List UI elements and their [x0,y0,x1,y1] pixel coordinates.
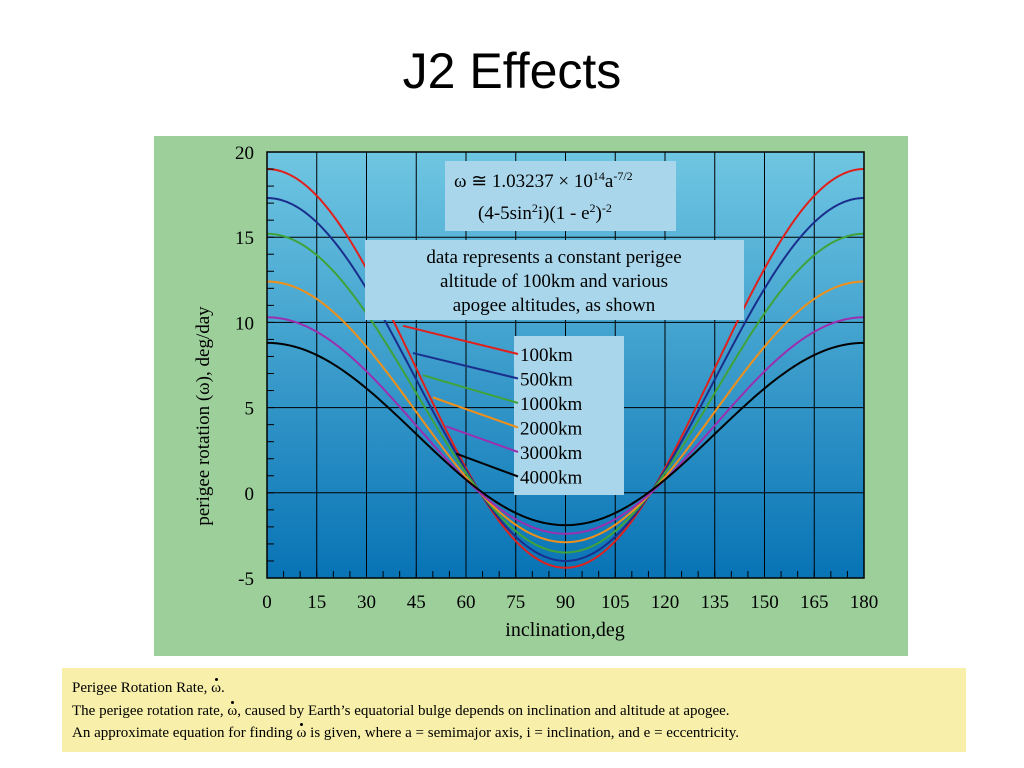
x-tick-label: 165 [800,592,829,613]
x-axis-label: inclination,deg [505,619,624,641]
y-tick-label: -5 [238,569,254,590]
legend-label-4000km: 4000km [520,468,583,489]
y-tick-label: 5 [245,399,255,420]
legend-leader-3000km [445,425,519,453]
caption-line-1: Perigee Rotation Rate, ω. [72,678,225,696]
x-tick-label: 180 [850,592,879,613]
equation-line-1: ω ≅ 1.03237 × 1014a-7/2 [454,169,633,192]
series-line-4000km [266,341,865,527]
legend-box [514,336,624,495]
caption-line-2: The perigee rotation rate, ω, caused by … [72,701,730,719]
series-line-3000km [266,316,865,535]
legend-label-500km: 500km [520,370,573,391]
slide-title: J2 Effects [402,43,622,99]
legend-label-1000km: 1000km [520,394,583,415]
legend-leader-500km [412,352,519,380]
y-tick-label: 0 [245,484,255,505]
axis-ticks: 0 15 30 45 60 75 90 105 120 135 150 165 180 -5 0 5 10 15 2… [235,143,878,613]
legend-leader-4000km [455,452,519,478]
x-tick-label: 75 [506,592,525,613]
x-tick-label: 150 [750,592,779,613]
legend-label-100km: 100km [520,345,573,366]
legend-label-3000km: 3000km [520,443,583,464]
x-tick-label: 135 [701,592,730,613]
annotation-line-1: data represents a constant perigee [426,247,681,268]
legend: 100km 500km 1000km 2000km 3000km 4000km [402,324,583,489]
x-tick-label: 60 [457,592,476,613]
annotation-line-3: apogee altitudes, as shown [453,295,656,316]
caption-box: Perigee Rotation Rate, ω. The perigee ro… [62,668,966,752]
x-tick-label: 30 [357,592,376,613]
series-line-2000km [266,280,865,544]
perigee-rotation-chart: 0 15 30 45 60 75 90 105 120 135 150 165 180 -5 0 5 10 15 2… [193,143,878,641]
caption-line-3: An approximate equation for finding ω is… [72,723,740,741]
equation-line-2: (4-5sin2i)(1 - e2)-2 [478,201,612,224]
legend-leader-2000km [432,396,519,429]
y-tick-label: 15 [235,228,254,249]
x-tick-label: 15 [307,592,326,613]
chart-panel: 0 15 30 45 60 75 90 105 120 135 150 165 180 -5 0 5 10 15 2… [154,136,908,656]
legend-label-2000km: 2000km [520,419,583,440]
x-tick-label: 45 [407,592,426,613]
y-axis-label: perigee rotation (ω), deg/day [193,306,214,526]
equation-box [445,161,676,231]
legend-leader-1000km [422,374,519,404]
annotation-box [365,240,744,320]
y-tick-label: 20 [235,143,254,164]
y-tick-label: 10 [235,313,254,334]
x-tick-label: 90 [556,592,575,613]
x-tick-label: 105 [601,592,630,613]
legend-leader-100km [402,324,519,355]
annotation-line-2: altitude of 100km and various [440,271,668,292]
x-tick-label: 0 [262,592,272,613]
x-tick-label: 120 [651,592,680,613]
